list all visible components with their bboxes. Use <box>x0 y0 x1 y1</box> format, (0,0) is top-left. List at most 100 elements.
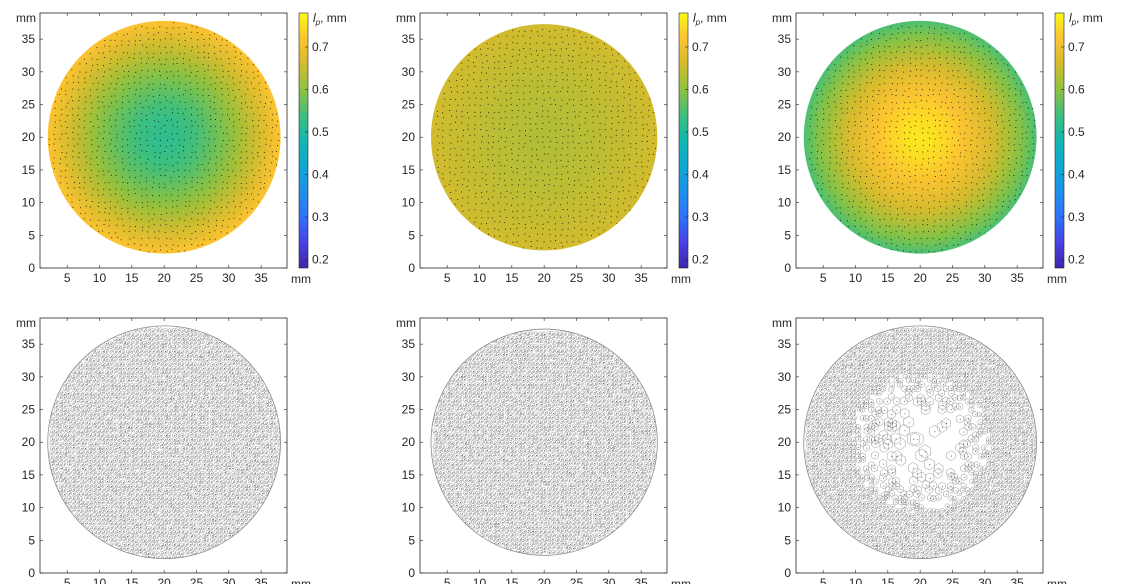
mesh-node <box>236 423 238 424</box>
mesh-node <box>177 329 179 331</box>
mesh-cell <box>234 517 239 523</box>
mesh-cell <box>247 445 252 451</box>
mesh-node <box>135 467 137 469</box>
mesh-node <box>127 498 129 499</box>
mesh-node <box>194 393 195 395</box>
mesh-node <box>198 334 200 336</box>
mesh-cell <box>104 440 109 446</box>
mesh-cell <box>87 478 92 483</box>
mesh-cell <box>172 403 177 409</box>
mesh-node <box>119 359 121 360</box>
mesh-cell <box>234 525 240 531</box>
mesh-cell <box>267 461 272 467</box>
mesh-cell <box>96 470 101 476</box>
mesh-cell <box>162 336 167 342</box>
mesh-node <box>182 430 184 432</box>
mesh-node <box>174 393 176 395</box>
mesh-cell <box>176 391 181 396</box>
mesh-cell <box>208 457 214 463</box>
mesh-node <box>198 540 200 542</box>
mesh-cell <box>134 478 139 484</box>
mesh-node <box>211 372 213 374</box>
mesh-node <box>153 401 154 403</box>
mesh-node <box>228 355 230 357</box>
mesh-cell <box>150 466 155 472</box>
mesh-node <box>206 468 208 470</box>
mesh-node <box>122 426 124 428</box>
mesh-node <box>135 385 137 387</box>
mesh-node <box>174 443 176 445</box>
mesh-cell <box>138 457 143 463</box>
mesh-cell <box>100 395 105 400</box>
mesh-node <box>68 388 70 390</box>
mesh-cell <box>230 470 235 476</box>
mesh-node <box>215 456 217 457</box>
mesh-node <box>249 435 250 436</box>
mesh-node <box>98 406 100 407</box>
mesh-node <box>81 481 83 483</box>
mesh-cell <box>167 398 172 404</box>
mesh-cell <box>179 450 184 455</box>
mesh-node <box>211 498 213 499</box>
mesh-node <box>199 527 201 529</box>
mesh-cell <box>91 436 96 441</box>
mesh-node <box>194 523 195 525</box>
mesh-cell <box>243 427 248 433</box>
mesh-cell <box>62 483 68 488</box>
mesh-cell <box>171 395 176 401</box>
mesh-node <box>144 354 146 356</box>
mesh-node <box>248 430 250 432</box>
mesh-node <box>156 485 158 487</box>
mesh-node <box>106 439 108 440</box>
mesh-node <box>143 519 145 520</box>
mesh-node <box>76 389 78 391</box>
mesh-node <box>223 439 225 441</box>
mesh-node <box>199 402 201 403</box>
mesh-node <box>107 367 109 369</box>
mesh-node <box>194 388 196 390</box>
mesh-cell <box>197 520 202 526</box>
mesh-node <box>173 502 175 504</box>
mesh-node <box>177 456 179 457</box>
mesh-node <box>237 464 239 465</box>
mesh-node <box>118 350 120 352</box>
mesh-node <box>202 501 204 503</box>
mesh-cell <box>151 520 156 526</box>
mesh-node <box>186 439 188 441</box>
mesh-node <box>86 472 88 474</box>
mesh-node <box>143 476 145 478</box>
mesh-node <box>85 469 86 470</box>
mesh-cell <box>75 466 80 472</box>
mesh-node <box>160 397 162 399</box>
y-tick-label: 15 <box>22 163 36 177</box>
mesh-cell <box>88 365 93 371</box>
mesh-node <box>199 410 200 412</box>
mesh-cell <box>242 479 247 484</box>
mesh-node <box>111 393 113 394</box>
mesh-node <box>106 418 108 420</box>
mesh-cell <box>142 365 147 370</box>
mesh-cell <box>243 433 248 438</box>
mesh-cell <box>168 328 173 333</box>
colorbar-tick-label: 0.7 <box>692 40 709 54</box>
mesh-node <box>119 371 121 373</box>
mesh-node <box>72 459 74 461</box>
mesh-node <box>51 456 53 458</box>
mesh-cell <box>259 424 264 430</box>
mesh-node <box>132 451 134 452</box>
mesh-cell <box>78 391 83 396</box>
mesh-node <box>123 464 124 465</box>
mesh-node <box>252 464 254 466</box>
mesh-cell <box>103 411 109 417</box>
mesh-node <box>65 438 66 440</box>
mesh-node <box>89 497 91 499</box>
mesh-node <box>173 448 175 450</box>
mesh-node <box>186 396 188 398</box>
mesh-node <box>169 498 171 500</box>
mesh-node <box>274 472 275 474</box>
mesh-node <box>110 422 111 424</box>
mesh-node <box>224 527 226 529</box>
mesh-node <box>216 413 218 415</box>
colorbar-tick-label: 0.6 <box>312 83 329 97</box>
mesh-cell <box>188 349 193 355</box>
